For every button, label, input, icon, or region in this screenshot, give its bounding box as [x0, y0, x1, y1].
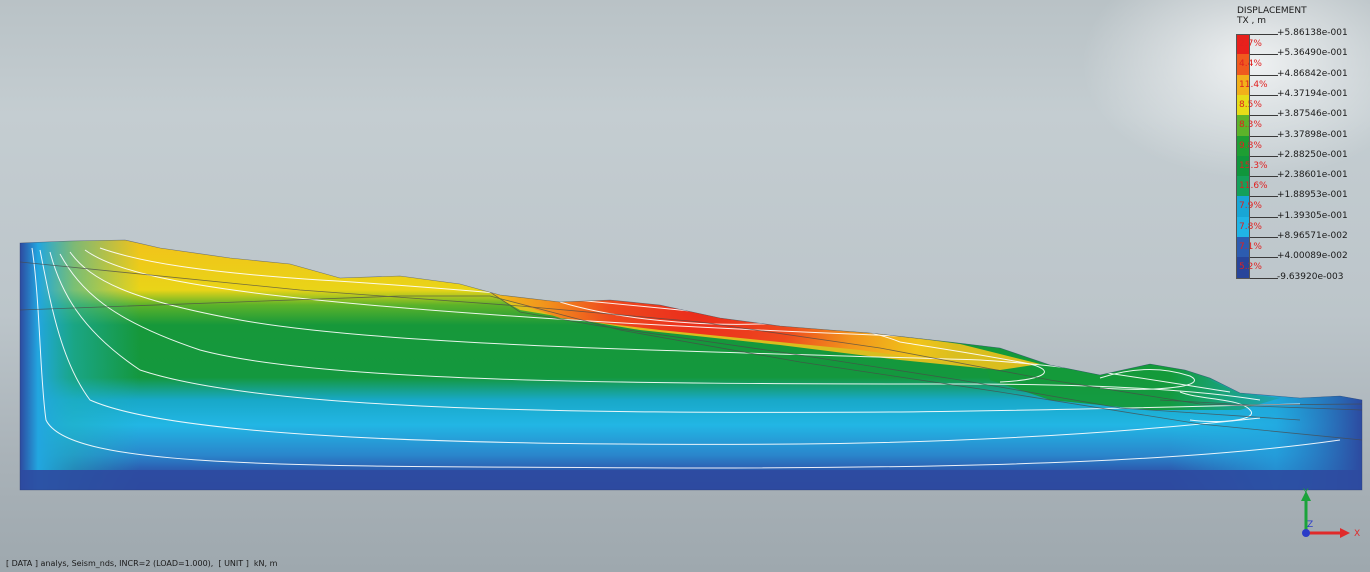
legend-tick [1250, 74, 1278, 76]
legend-level-value: +1.39305e-001 [1277, 210, 1348, 221]
legend-level-value: +3.87546e-001 [1277, 109, 1348, 120]
legend-level-value: -9.63920e-003 [1277, 271, 1344, 282]
z-axis-marker [1302, 529, 1310, 537]
legend-tick [1250, 237, 1278, 238]
legend-tick [1250, 94, 1278, 96]
legend-tick [1250, 216, 1278, 218]
legend-percent: 8.5% [1239, 99, 1262, 110]
legend-swatch [1236, 34, 1250, 55]
legend-swatch [1236, 216, 1250, 238]
legend-tick [1250, 176, 1278, 178]
legend-tick [1250, 115, 1278, 117]
legend-tick [1250, 54, 1278, 56]
legend-tick [1250, 135, 1278, 137]
legend-percent: 2.7% [1239, 39, 1262, 49]
legend-swatch [1236, 94, 1250, 116]
status-bar: [ DATA ] analys, Seism_nds, INCR=2 (LOAD… [6, 559, 278, 568]
legend-percent: 15.3% [1239, 160, 1268, 171]
legend-percent: 11.4% [1239, 79, 1268, 90]
legend-swatch [1236, 176, 1250, 197]
legend-percent: 5.2% [1239, 262, 1262, 273]
legend-tick [1250, 155, 1278, 157]
legend-frame [1236, 34, 1250, 279]
axis-triad: Y X Z [1301, 488, 1360, 539]
legend-swatch [1236, 196, 1250, 218]
legend-level-value: +4.86842e-001 [1277, 68, 1348, 79]
legend-swatch [1236, 257, 1250, 279]
legend-swatch [1236, 237, 1250, 258]
legend-swatch [1236, 115, 1250, 136]
legend-swatch [1236, 54, 1250, 76]
legend-level-value: +8.96571e-002 [1277, 231, 1348, 241]
legend-unit: TX , m [1237, 16, 1267, 26]
legend-tick [1250, 34, 1278, 35]
legend-swatch [1236, 74, 1250, 96]
y-axis-label: Y [1302, 488, 1309, 498]
legend-percent: 4.4% [1239, 59, 1262, 70]
legend-tick [1250, 277, 1278, 279]
z-axis-label: Z [1307, 520, 1313, 530]
legend-percent: 7.8% [1239, 221, 1262, 232]
legend-level-value: +1.88953e-001 [1277, 190, 1348, 201]
legend-percent: 8.3% [1239, 120, 1262, 131]
displacement-legend: DISPLACEMENT TX , m 2.7% 4.4% 11.4% 8.5% 8.3% 9… [1236, 6, 1366, 286]
x-axis-label: X [1354, 529, 1360, 539]
legend-percent: 7.1% [1239, 242, 1262, 252]
legend-percent: 9.8% [1239, 140, 1262, 151]
legend-level-value: +5.36490e-001 [1277, 48, 1348, 59]
legend-level-value: +4.37194e-001 [1277, 88, 1348, 99]
legend-level-value: +2.38601e-001 [1277, 170, 1348, 181]
legend-level-value: +2.88250e-001 [1277, 149, 1348, 160]
legend-swatch [1236, 135, 1250, 157]
y-axis-arrowhead [1301, 491, 1311, 501]
geology-layer-lines [20, 261, 1362, 441]
legend-level-value: +5.86138e-001 [1277, 28, 1348, 38]
legend-level-value: +3.37898e-001 [1277, 129, 1348, 140]
legend-tick [1250, 257, 1278, 259]
legend-swatch [1236, 155, 1250, 177]
legend-level-value: +4.00089e-002 [1277, 251, 1348, 262]
legend-title: DISPLACEMENT [1237, 6, 1307, 16]
x-axis-arrowhead [1340, 528, 1350, 538]
legend-percent: 7.9% [1239, 201, 1262, 212]
legend-percent: 11.6% [1239, 181, 1268, 192]
legend-tick [1250, 196, 1278, 198]
slope-body [20, 240, 1362, 490]
